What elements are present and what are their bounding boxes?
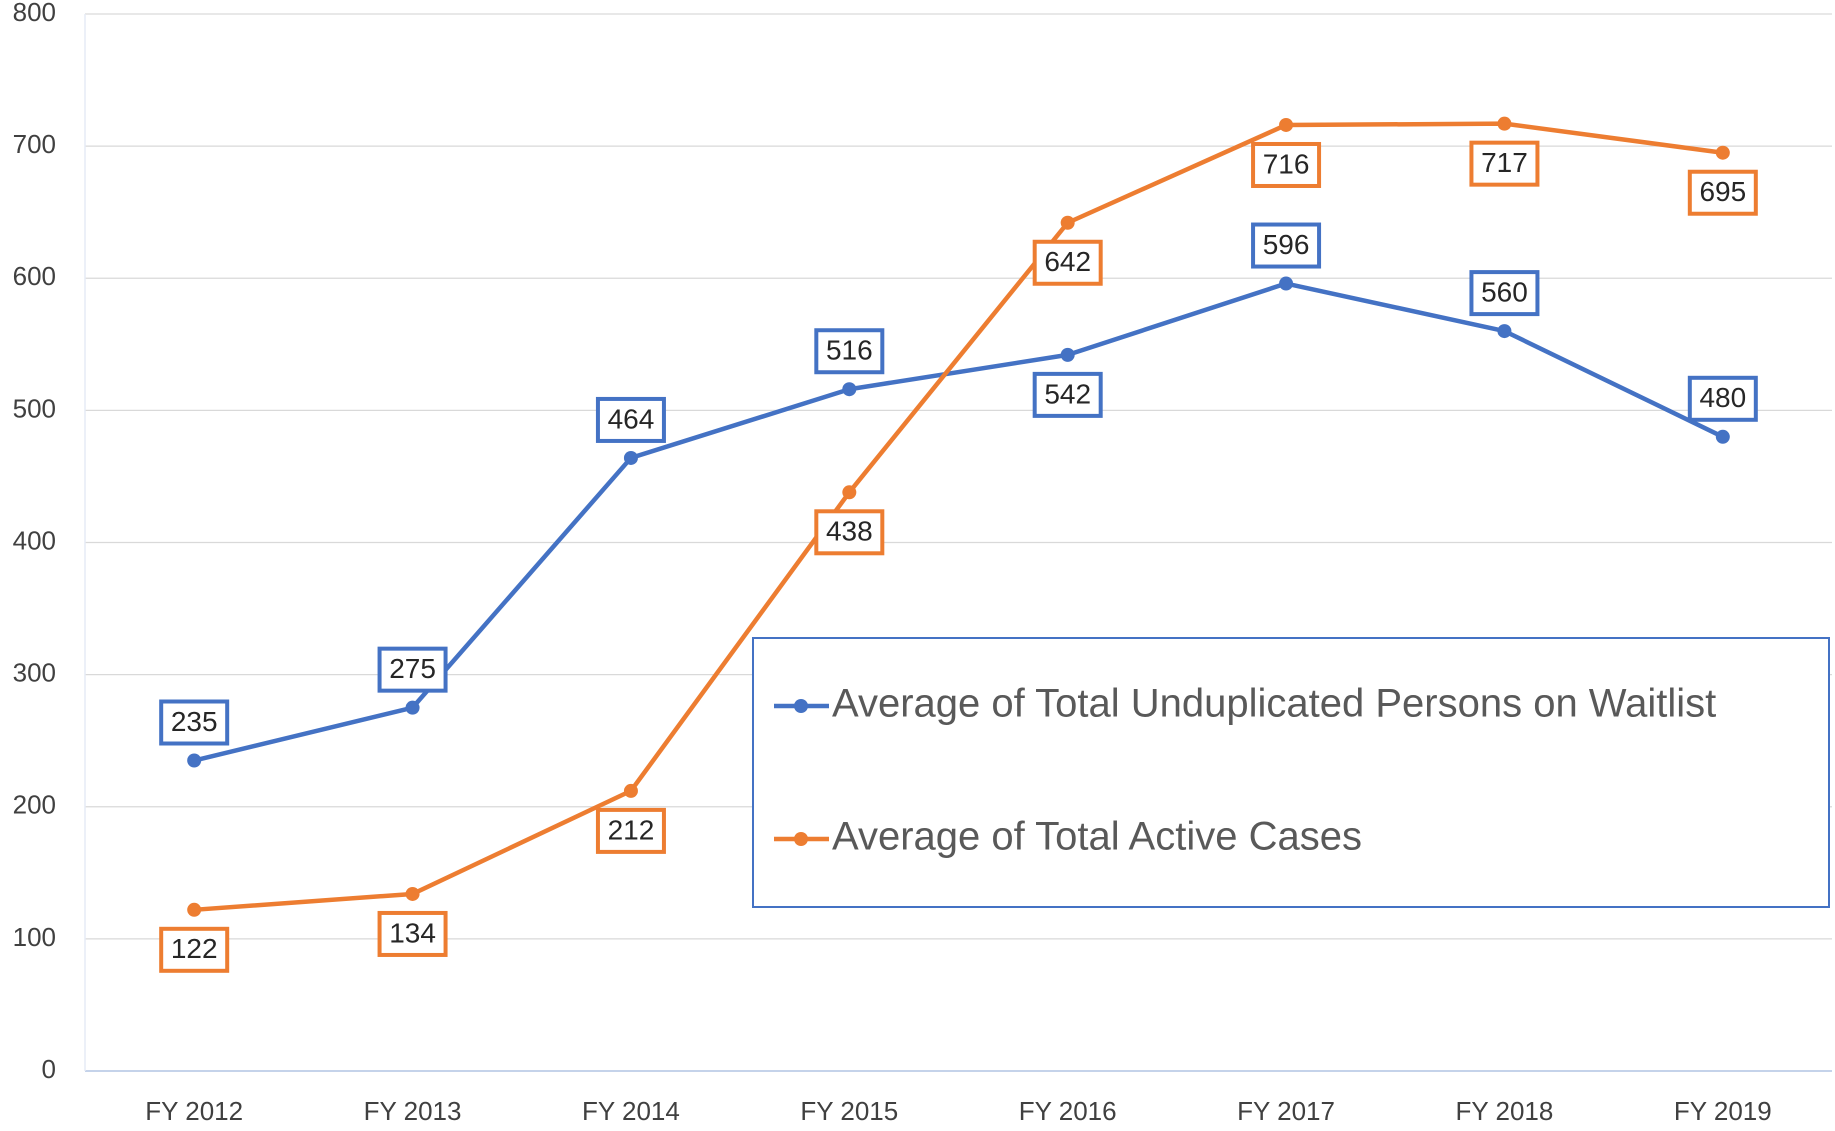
data-label: 596 [1263, 229, 1310, 260]
x-tick-label: FY 2016 [1019, 1096, 1117, 1126]
data-label-box [159, 926, 230, 973]
data-label-box [1469, 270, 1540, 317]
legend-box [752, 637, 1830, 908]
point-marker [842, 382, 857, 397]
y-tick-label: 300 [13, 658, 56, 688]
data-label: 542 [1044, 378, 1091, 409]
point-marker [623, 450, 638, 465]
legend: Average of Total Unduplicated Persons on… [752, 637, 1830, 908]
data-label-box [1251, 141, 1322, 188]
y-tick-label: 600 [13, 261, 56, 291]
data-label: 642 [1044, 246, 1091, 277]
data-label-box [595, 807, 666, 854]
data-label: 516 [826, 335, 873, 366]
x-tick-label: FY 2019 [1674, 1096, 1772, 1126]
x-tick-label: FY 2014 [582, 1096, 680, 1126]
y-tick-label: 700 [13, 129, 56, 159]
legend-marker [794, 832, 808, 846]
point-marker [1279, 117, 1294, 132]
data-label: 212 [608, 814, 655, 845]
data-label: 560 [1481, 276, 1528, 307]
legend-marker [794, 699, 808, 713]
data-label: 235 [171, 706, 218, 737]
point-marker [842, 485, 857, 500]
data-label: 480 [1699, 382, 1746, 413]
point-marker [1715, 429, 1730, 444]
x-tick-label: FY 2012 [145, 1096, 243, 1126]
data-label-box [1032, 239, 1103, 286]
data-label-box [1687, 169, 1758, 216]
y-tick-label: 400 [13, 525, 56, 555]
series-line [194, 121, 1724, 913]
y-tick-label: 200 [13, 790, 56, 820]
point-marker [187, 902, 202, 917]
x-tick-label: FY 2018 [1456, 1096, 1554, 1126]
y-tick-label: 500 [13, 393, 56, 423]
data-label: 716 [1263, 148, 1310, 179]
legend-label: Average of Total Unduplicated Persons on… [832, 682, 1716, 726]
data-label-box [377, 910, 448, 957]
data-label: 717 [1481, 147, 1528, 178]
point-marker [1497, 116, 1512, 131]
data-label-box [1032, 371, 1103, 418]
data-label-box [1687, 375, 1758, 422]
data-label-box [377, 646, 448, 693]
data-label: 275 [389, 653, 436, 684]
data-label-box [1469, 140, 1540, 187]
data-label-box [1251, 222, 1322, 269]
data-label: 134 [389, 917, 436, 948]
point-marker [405, 700, 420, 715]
data-label: 464 [608, 403, 655, 434]
point-marker [1497, 324, 1512, 339]
data-label-box [814, 328, 885, 375]
point-marker [405, 886, 420, 901]
x-tick-label: FY 2015 [800, 1096, 898, 1126]
y-tick-label: 100 [13, 922, 56, 952]
data-label: 695 [1699, 176, 1746, 207]
point-marker [1060, 347, 1075, 362]
data-label: 438 [826, 516, 873, 547]
point-marker [1715, 145, 1730, 160]
point-marker [187, 753, 202, 768]
point-marker [623, 783, 638, 798]
data-label-box [595, 396, 666, 443]
point-marker [1060, 215, 1075, 230]
data-label: 122 [171, 933, 218, 964]
y-tick-label: 800 [13, 0, 56, 27]
x-tick-label: FY 2017 [1237, 1096, 1335, 1126]
legend-label: Average of Total Active Cases [832, 815, 1362, 859]
point-marker [1279, 276, 1294, 291]
x-tick-label: FY 2013 [364, 1096, 462, 1126]
series-line [193, 281, 1724, 763]
y-tick-label: 0 [42, 1054, 56, 1084]
data-label-box [814, 509, 885, 556]
data-label-box [159, 699, 230, 746]
